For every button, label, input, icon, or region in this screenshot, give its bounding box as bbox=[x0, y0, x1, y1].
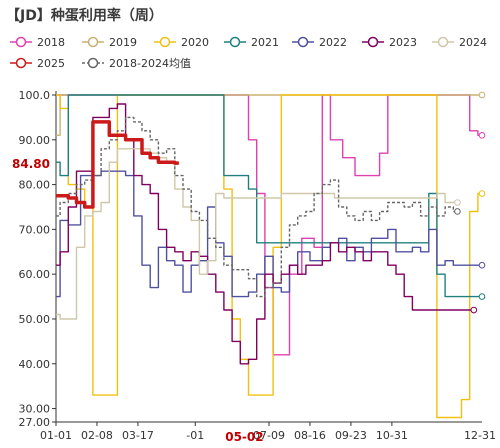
series-2021-line bbox=[56, 94, 482, 298]
y-tick-label: 50.00 bbox=[19, 313, 51, 326]
legend[interactable]: 2018 2019 2020 2021 2022 2023 2024 2025 2018-202… bbox=[10, 36, 487, 70]
x-tick-label: 02-08 bbox=[81, 429, 113, 442]
legend-marker bbox=[229, 36, 241, 48]
series-layer bbox=[56, 94, 482, 419]
legend-item-2021[interactable]: 2021 bbox=[224, 36, 279, 49]
series-2020-end-point bbox=[478, 190, 486, 197]
series-2018-2024-end-point bbox=[454, 208, 461, 215]
legend-item-2025[interactable]: 2025 bbox=[10, 57, 65, 70]
y-tick-label: 70.00 bbox=[19, 223, 51, 236]
legend-marker bbox=[15, 36, 27, 48]
series-2018-2024-line bbox=[56, 116, 458, 298]
x-tick-label: 09-23 bbox=[335, 429, 367, 442]
legend-label: 2019 bbox=[109, 36, 137, 49]
legend-label: 2020 bbox=[181, 36, 209, 49]
series-2024-line bbox=[56, 148, 458, 320]
y-tick-label: 100.0 bbox=[19, 89, 51, 102]
legend-marker bbox=[87, 36, 99, 48]
y-tick-label: 90.00 bbox=[19, 134, 51, 147]
y-tick-label: 40.00 bbox=[19, 358, 51, 371]
legend-item-2023[interactable]: 2023 bbox=[362, 36, 417, 49]
series-2023-line bbox=[56, 103, 474, 365]
series-2024-end-point bbox=[454, 199, 461, 206]
legend-item-2018[interactable]: 2018 bbox=[10, 36, 65, 49]
legend-label: 2018-2024均值 bbox=[109, 57, 191, 70]
x-tick-label: 03-17 bbox=[122, 429, 154, 442]
highlight-x-label: 05-02 bbox=[225, 430, 263, 444]
y-tick-label: 27.00 bbox=[19, 416, 51, 429]
legend-item-2018-2024[interactable]: 2018-2024均值 bbox=[82, 57, 191, 70]
legend-label: 2024 bbox=[459, 36, 487, 49]
axes: 30.00 40.00 50.00 60.00 70.00 80.00 90.00 100.0… bbox=[19, 89, 497, 444]
x-tick-label: 01-01 bbox=[40, 429, 72, 442]
legend-label: 2022 bbox=[319, 36, 347, 49]
chart-title: 【JD】种蛋利用率（周） bbox=[6, 7, 163, 24]
x-tick-label: -01 bbox=[186, 429, 204, 442]
annotations: 84.80 bbox=[12, 157, 50, 171]
legend-label: 2023 bbox=[389, 36, 417, 49]
legend-marker bbox=[87, 57, 99, 69]
legend-marker bbox=[437, 36, 449, 48]
legend-marker bbox=[159, 36, 171, 48]
legend-marker bbox=[15, 57, 27, 69]
series-2019-line bbox=[56, 94, 482, 136]
legend-item-2022[interactable]: 2022 bbox=[292, 36, 347, 49]
series-2025-line bbox=[56, 120, 179, 209]
series-2019-end-point bbox=[478, 91, 486, 99]
series-2023-end-point bbox=[470, 306, 478, 314]
legend-item-2020[interactable]: 2020 bbox=[154, 36, 209, 49]
series-2021-end-point bbox=[478, 293, 486, 300]
x-tick-label: 08-16 bbox=[294, 429, 326, 442]
markers-layer bbox=[454, 91, 486, 314]
legend-marker bbox=[297, 36, 309, 48]
x-tick-label: 07-09 bbox=[253, 429, 285, 442]
legend-label: 2021 bbox=[251, 36, 279, 49]
y-tick-label: 30.00 bbox=[19, 403, 51, 416]
legend-label: 2025 bbox=[37, 57, 65, 70]
legend-marker bbox=[367, 36, 379, 48]
legend-item-2024[interactable]: 2024 bbox=[432, 36, 487, 49]
y-tick-label: 60.00 bbox=[19, 268, 51, 281]
legend-label: 2018 bbox=[37, 36, 65, 49]
x-tick-label: 10-31 bbox=[376, 429, 408, 442]
legend-item-2019[interactable]: 2019 bbox=[82, 36, 137, 49]
series-2022-line bbox=[56, 170, 482, 298]
series-2018-end-point bbox=[478, 132, 486, 139]
highlight-value-label: 84.80 bbox=[12, 157, 50, 171]
x-tick-label-end: 12-31 bbox=[464, 429, 496, 442]
series-2022-end-point bbox=[478, 261, 486, 269]
y-tick-label: 80.00 bbox=[19, 179, 51, 192]
